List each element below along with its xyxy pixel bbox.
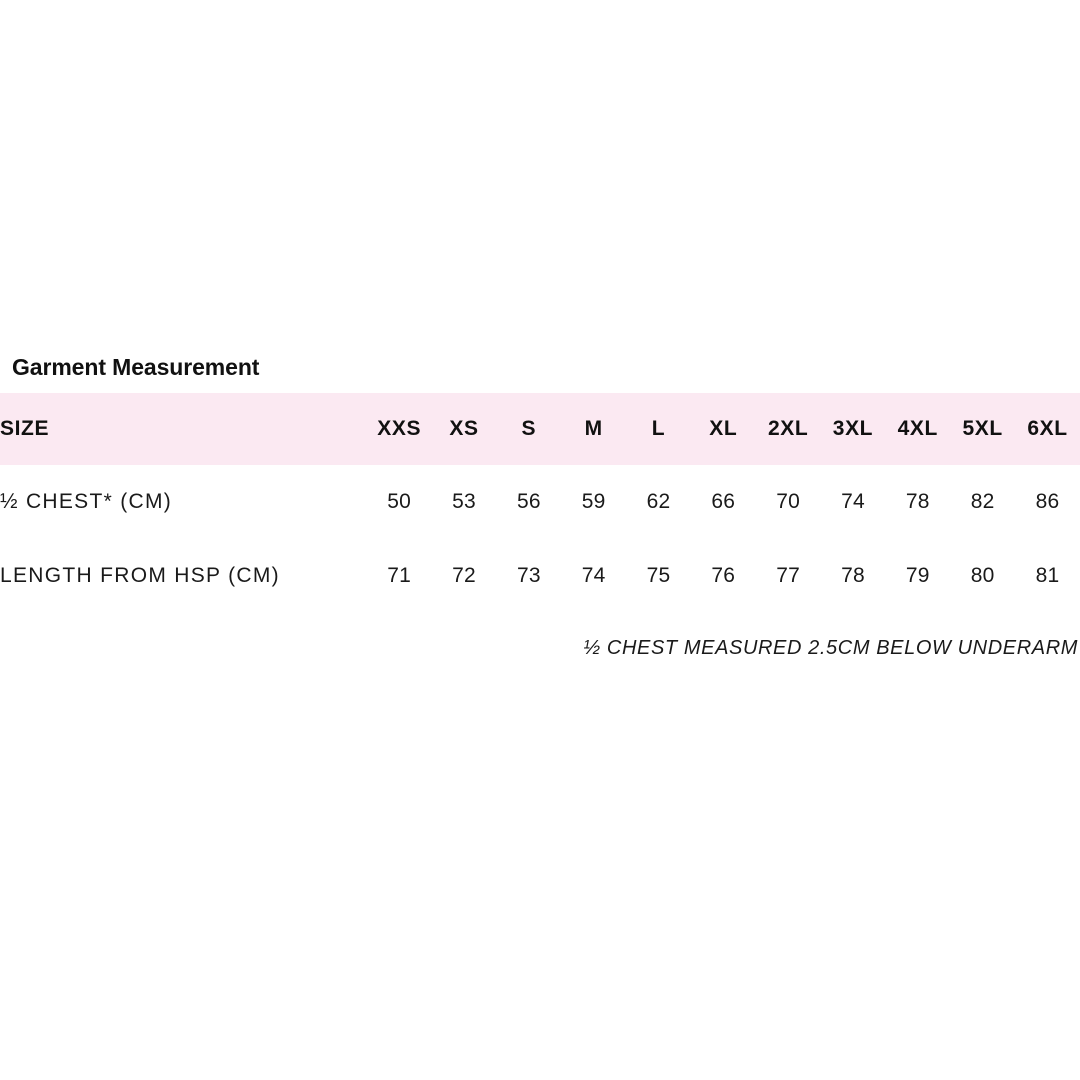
column-header-s: S: [521, 417, 537, 441]
column-header-3xl: 3XL: [832, 417, 874, 441]
cell-half-chest-l: 62: [646, 490, 671, 514]
cell-half-chest-3xl: 74: [841, 490, 865, 514]
column-header-5xl: 5XL: [962, 417, 1003, 441]
cell-length-2xl: 77: [776, 564, 801, 588]
column-header-4xl: 4XL: [897, 417, 938, 441]
size-chart-table: SIZE XXS XS S M L XL 2XL 3XL 4XL 5XL 6XL…: [0, 393, 1080, 613]
cell-half-chest-xxs: 50: [387, 490, 412, 514]
table-head: SIZE XXS XS S M L XL 2XL 3XL 4XL 5XL 6XL: [0, 393, 1080, 466]
column-header-2xl: 2XL: [767, 417, 809, 441]
cell-half-chest-4xl: 78: [905, 490, 930, 514]
cell-length-4xl: 79: [905, 564, 930, 588]
column-header-xl: XL: [709, 417, 738, 441]
cell-length-s: 73: [516, 564, 541, 588]
cell-length-m: 74: [581, 564, 606, 588]
cell-length-xs: 72: [452, 564, 476, 588]
column-header-6xl: 6XL: [1027, 417, 1068, 441]
table-header-row: SIZE XXS XS S M L XL 2XL 3XL 4XL 5XL 6XL: [0, 393, 1080, 466]
column-header-xs: XS: [449, 417, 479, 441]
cell-half-chest-2xl: 70: [776, 490, 801, 514]
column-header-l: L: [651, 417, 666, 441]
cell-half-chest-xs: 53: [452, 490, 476, 514]
measurement-footnote: ½ CHEST MEASURED 2.5CM BELOW UNDERARM: [583, 637, 1078, 660]
cell-length-l: 75: [646, 564, 671, 588]
table-row: ½ CHEST* (CM) 50 53 56 59 62 66 70 74 78…: [0, 465, 1080, 539]
garment-measurement-block: Garment Measurement SIZE XXS XS S M L XL…: [0, 354, 1080, 660]
cell-length-6xl: 81: [1035, 564, 1060, 588]
cell-half-chest-xl: 66: [711, 490, 736, 514]
row-label-length-from-hsp: LENGTH FROM HSP (CM): [0, 564, 280, 588]
cell-length-3xl: 78: [841, 564, 865, 588]
cell-length-5xl: 80: [970, 564, 995, 588]
row-label-half-chest: ½ CHEST* (CM): [0, 490, 173, 514]
table-row: LENGTH FROM HSP (CM) 71 72 73 74 75 76 7…: [0, 539, 1080, 613]
cell-length-xl: 76: [711, 564, 736, 588]
column-header-m: M: [584, 417, 603, 441]
cell-half-chest-6xl: 86: [1035, 490, 1060, 514]
table-body: ½ CHEST* (CM) 50 53 56 59 62 66 70 74 78…: [0, 465, 1080, 613]
cell-half-chest-s: 56: [516, 490, 541, 514]
cell-half-chest-5xl: 82: [970, 490, 995, 514]
column-header-size: SIZE: [0, 417, 50, 441]
cell-length-xxs: 71: [387, 564, 412, 588]
page-title: Garment Measurement: [12, 354, 260, 380]
column-header-xxs: XXS: [377, 417, 422, 441]
cell-half-chest-m: 59: [581, 490, 606, 514]
